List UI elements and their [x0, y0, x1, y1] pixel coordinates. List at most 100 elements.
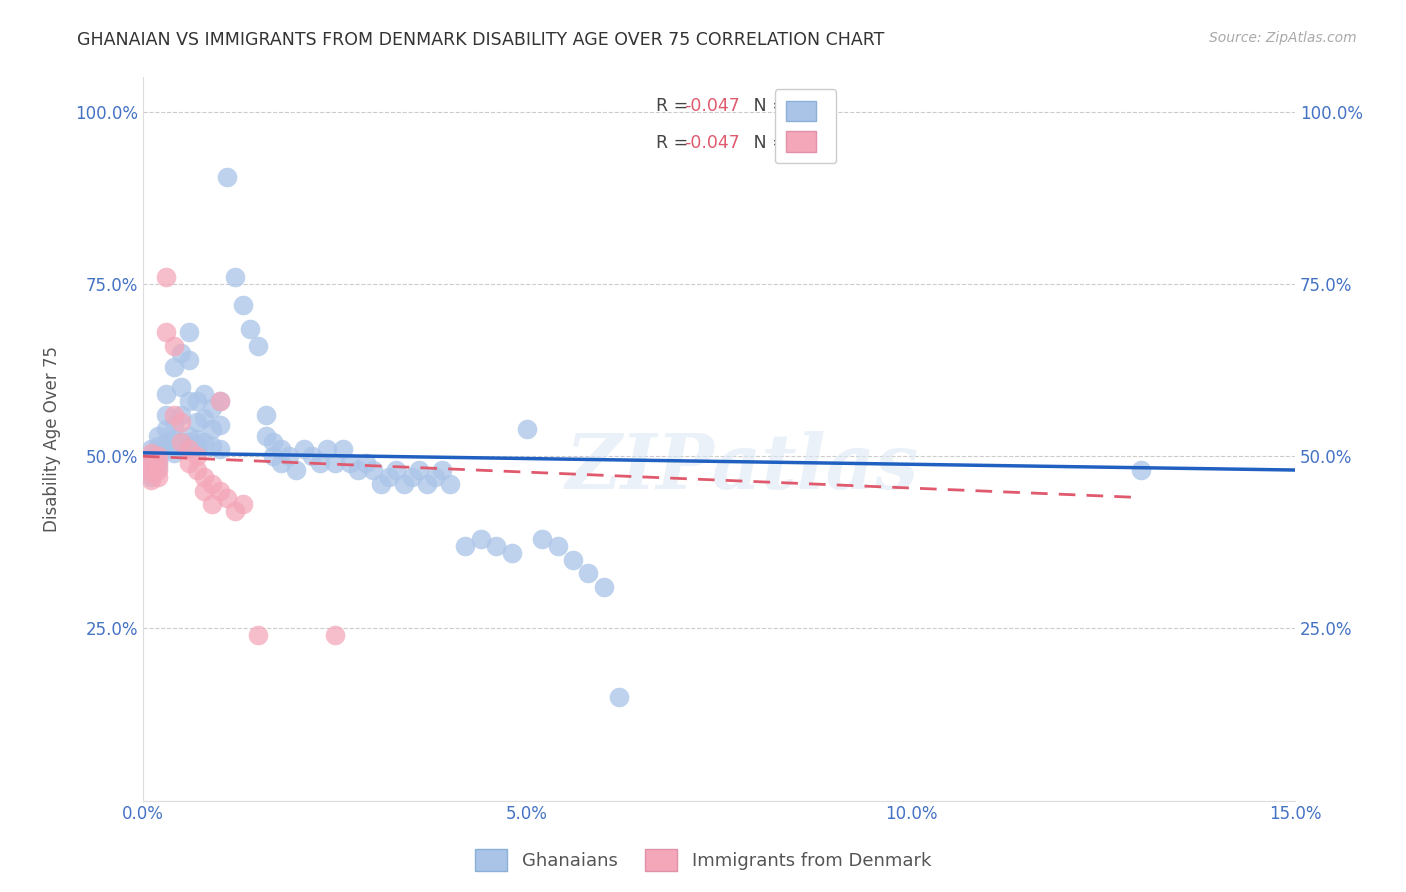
- Point: [316, 442, 339, 457]
- Point: [155, 270, 177, 285]
- Point: [162, 359, 184, 374]
- Point: [370, 476, 392, 491]
- Point: [470, 532, 492, 546]
- Point: [401, 470, 423, 484]
- Point: [562, 552, 585, 566]
- Point: [239, 322, 262, 336]
- Point: [285, 463, 308, 477]
- Text: R =: R =: [655, 134, 693, 152]
- Point: [208, 483, 231, 498]
- Point: [262, 449, 284, 463]
- Point: [148, 439, 170, 453]
- Point: [186, 439, 208, 453]
- Point: [139, 463, 162, 477]
- Point: [301, 449, 323, 463]
- Point: [254, 428, 277, 442]
- Point: [155, 387, 177, 401]
- Point: [432, 463, 454, 477]
- Point: [177, 435, 200, 450]
- Point: [155, 408, 177, 422]
- Point: [155, 435, 177, 450]
- Point: [363, 463, 385, 477]
- Point: [547, 539, 569, 553]
- Point: [186, 463, 208, 477]
- Point: [148, 428, 170, 442]
- Point: [177, 326, 200, 340]
- Point: [186, 394, 208, 409]
- Point: [139, 456, 162, 470]
- Point: [186, 449, 208, 463]
- Text: N =: N =: [737, 97, 793, 115]
- Point: [177, 442, 200, 457]
- Point: [201, 401, 224, 415]
- Point: [139, 467, 162, 481]
- Text: 81: 81: [779, 97, 801, 115]
- Point: [354, 456, 377, 470]
- Point: [277, 449, 299, 463]
- Point: [247, 339, 270, 353]
- Point: [217, 491, 239, 505]
- Text: N =: N =: [737, 134, 793, 152]
- Point: [377, 470, 399, 484]
- Point: [155, 442, 177, 457]
- Point: [170, 435, 193, 450]
- Point: [148, 446, 170, 460]
- Point: [139, 446, 162, 460]
- Point: [224, 504, 246, 518]
- Point: [392, 476, 415, 491]
- Legend: Ghanaians, Immigrants from Denmark: Ghanaians, Immigrants from Denmark: [468, 842, 938, 879]
- Point: [607, 690, 630, 705]
- Point: [148, 459, 170, 474]
- Point: [193, 470, 215, 484]
- Point: [193, 387, 215, 401]
- Text: Source: ZipAtlas.com: Source: ZipAtlas.com: [1209, 31, 1357, 45]
- Point: [148, 470, 170, 484]
- Point: [139, 459, 162, 474]
- Point: [162, 439, 184, 453]
- Point: [516, 422, 538, 436]
- Point: [323, 456, 346, 470]
- Point: [416, 476, 439, 491]
- Point: [208, 442, 231, 457]
- Point: [186, 415, 208, 429]
- Point: [385, 463, 408, 477]
- Point: [1130, 463, 1153, 477]
- Point: [208, 394, 231, 409]
- Point: [170, 442, 193, 457]
- Point: [177, 456, 200, 470]
- Point: [155, 422, 177, 436]
- Point: [177, 428, 200, 442]
- Point: [162, 408, 184, 422]
- Text: ZIPatlas: ZIPatlas: [565, 431, 918, 505]
- Point: [148, 452, 170, 467]
- Point: [139, 449, 162, 463]
- Point: [531, 532, 554, 546]
- Point: [208, 394, 231, 409]
- Point: [139, 452, 162, 467]
- Point: [339, 456, 361, 470]
- Point: [162, 339, 184, 353]
- Point: [501, 546, 523, 560]
- Point: [170, 435, 193, 450]
- Point: [201, 476, 224, 491]
- Point: [224, 270, 246, 285]
- Point: [193, 435, 215, 450]
- Point: [592, 580, 614, 594]
- Point: [485, 539, 508, 553]
- Point: [270, 442, 292, 457]
- Point: [201, 422, 224, 436]
- Point: [454, 539, 477, 553]
- Point: [247, 628, 270, 642]
- Point: [262, 435, 284, 450]
- Text: -0.047: -0.047: [685, 134, 740, 152]
- Point: [148, 449, 170, 463]
- Point: [139, 442, 162, 457]
- Point: [292, 442, 315, 457]
- Legend: , : ,: [775, 89, 837, 163]
- Point: [139, 474, 162, 488]
- Text: R =: R =: [655, 97, 693, 115]
- Point: [162, 446, 184, 460]
- Point: [201, 439, 224, 453]
- Point: [148, 456, 170, 470]
- Point: [254, 408, 277, 422]
